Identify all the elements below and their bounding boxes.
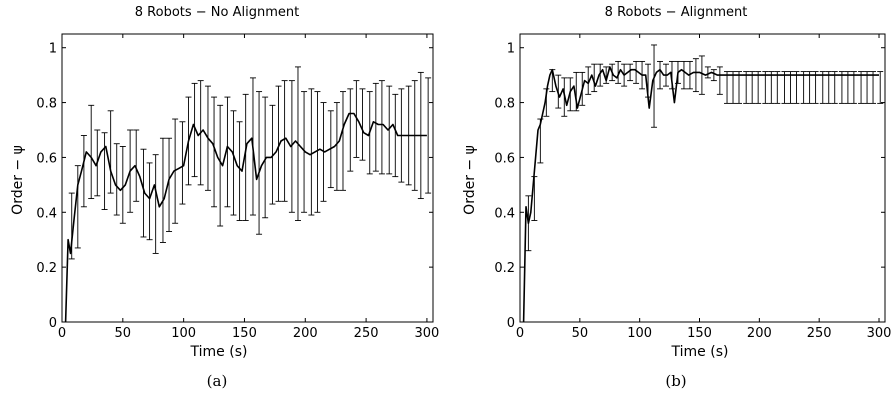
y-tick-label: 0.2 [36, 261, 57, 276]
y-tick-label: 0 [49, 316, 57, 331]
y-tick-label: 1 [507, 42, 515, 57]
x-tick-label: 100 [171, 326, 196, 341]
y-tick-label: 0.2 [494, 261, 515, 276]
x-tick-label: 50 [115, 326, 132, 341]
x-tick-label: 300 [867, 326, 892, 341]
y-tick-label: 0.4 [36, 206, 57, 221]
y-tick-label: 1 [49, 42, 57, 57]
axes-frame [519, 33, 886, 323]
x-tick-label: 50 [572, 326, 589, 341]
x-tick-label: 200 [293, 326, 318, 341]
x-tick-label: 250 [807, 326, 832, 341]
x-tick-label: 200 [747, 326, 772, 341]
caption: (b) [665, 372, 686, 390]
series-line [522, 66, 879, 323]
x-tick-label: 150 [232, 326, 257, 341]
y-axis-label: Order − ψ [462, 145, 478, 215]
chart-title: 8 Robots − No Alignment [135, 5, 299, 20]
series-line [64, 112, 427, 323]
y-tick-label: 0.4 [494, 206, 515, 221]
y-tick-label: 0.8 [494, 97, 515, 112]
x-tick-label: 300 [415, 326, 440, 341]
x-axis-label: Time (s) [190, 344, 248, 360]
y-tick-label: 0.8 [36, 97, 57, 112]
panel-no-alignment: 8 Robots − No Alignment Time (s) Order −… [10, 5, 439, 390]
y-tick-label: 0 [507, 316, 515, 331]
y-tick-label: 0.6 [36, 151, 57, 166]
caption: (a) [207, 372, 228, 390]
x-tick-label: 250 [354, 326, 379, 341]
x-tick-label: 100 [627, 326, 652, 341]
y-tick-label: 0.6 [494, 151, 515, 166]
x-tick-label: 0 [516, 326, 524, 341]
x-tick-label: 150 [687, 326, 712, 341]
axes-frame [61, 33, 434, 323]
x-tick-label: 0 [58, 326, 66, 341]
x-axis-label: Time (s) [671, 344, 729, 360]
chart-title: 8 Robots − Alignment [605, 5, 748, 20]
panel-alignment: 8 Robots − Alignment Time (s) Order − ψ … [462, 5, 891, 390]
y-axis-label: Order − ψ [10, 145, 26, 215]
